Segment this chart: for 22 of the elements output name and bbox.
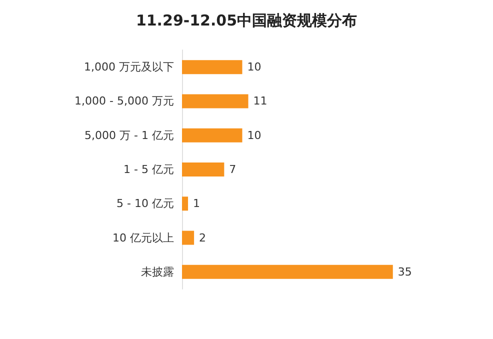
data-label: 10 (247, 60, 262, 74)
y-tick-label: 1 - 5 亿元 (124, 163, 174, 176)
data-label: 11 (253, 94, 268, 108)
y-tick-label: 1,000 - 5,000 万元 (74, 94, 174, 108)
y-tick-label: 未披露 (141, 265, 174, 278)
y-tick-label: 10 亿元以上 (112, 231, 174, 244)
bar (182, 264, 393, 279)
data-label: 35 (398, 265, 412, 278)
data-label: 1 (193, 197, 200, 210)
bar (182, 60, 242, 74)
bar (182, 162, 224, 176)
bar (182, 94, 248, 108)
data-label: 2 (199, 231, 206, 244)
chart-title: 11.29-12.05中国融资规模分布 (136, 12, 358, 30)
y-tick-label: 5,000 万 - 1 亿元 (84, 128, 174, 142)
y-tick-label: 1,000 万元及以下 (84, 60, 174, 74)
data-label: 10 (247, 128, 262, 142)
bar (182, 230, 194, 245)
bar (182, 196, 188, 211)
data-label: 7 (229, 163, 236, 176)
y-tick-label: 5 - 10 亿元 (116, 197, 174, 210)
bar (182, 128, 242, 142)
